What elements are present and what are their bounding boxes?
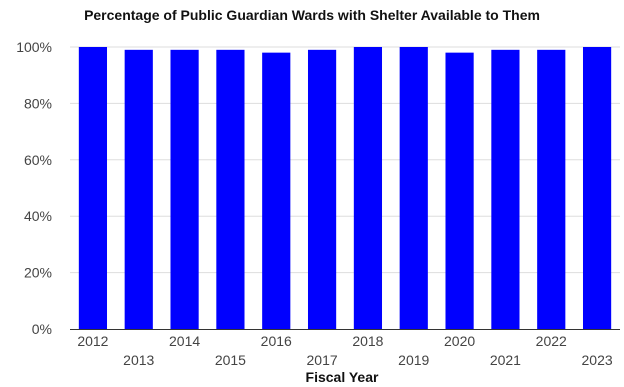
x-tick-label-2013: 2013 xyxy=(123,352,154,368)
y-tick-label: 60% xyxy=(24,152,52,168)
bar-2022 xyxy=(537,49,566,329)
bar-2019 xyxy=(399,47,428,329)
y-tick-label: 20% xyxy=(24,265,52,281)
y-tick-label: 80% xyxy=(24,95,52,111)
chart-title: Percentage of Public Guardian Wards with… xyxy=(84,7,540,23)
y-tick-label: 0% xyxy=(32,321,52,337)
x-tick-label-2023: 2023 xyxy=(582,352,613,368)
bar-2015 xyxy=(216,49,245,329)
x-tick-label-2015: 2015 xyxy=(215,352,246,368)
x-tick-labels: 2012 2013 2014 2015 2016 2017 2018 2019 2020 2021… xyxy=(77,333,613,368)
bar-2023 xyxy=(582,47,612,329)
bar-2016 xyxy=(262,52,291,329)
x-tick-label-2012: 2012 xyxy=(77,333,108,349)
y-tick-labels: 0% 20% 40% 60% 80% 100% xyxy=(16,39,52,337)
x-tick-label-2020: 2020 xyxy=(444,333,475,349)
bar-2013 xyxy=(124,49,153,329)
x-tick-label-2018: 2018 xyxy=(352,333,383,349)
x-axis-title: Fiscal Year xyxy=(305,369,379,385)
bar-2014 xyxy=(170,49,199,329)
bar-2020 xyxy=(445,52,474,329)
bar-2021 xyxy=(491,49,520,329)
gridlines xyxy=(70,46,620,274)
x-tick-label-2021: 2021 xyxy=(490,352,521,368)
x-tick-label-2022: 2022 xyxy=(536,333,567,349)
bars xyxy=(78,47,612,329)
x-tick-label-2016: 2016 xyxy=(261,333,292,349)
x-tick-label-2017: 2017 xyxy=(307,352,338,368)
bar-2012 xyxy=(78,47,108,329)
y-tick-label: 40% xyxy=(24,208,52,224)
y-tick-label: 100% xyxy=(16,39,52,55)
bar-2017 xyxy=(307,49,337,329)
x-tick-label-2019: 2019 xyxy=(398,352,429,368)
x-tick-label-2014: 2014 xyxy=(169,333,200,349)
bar-2018 xyxy=(353,47,383,329)
